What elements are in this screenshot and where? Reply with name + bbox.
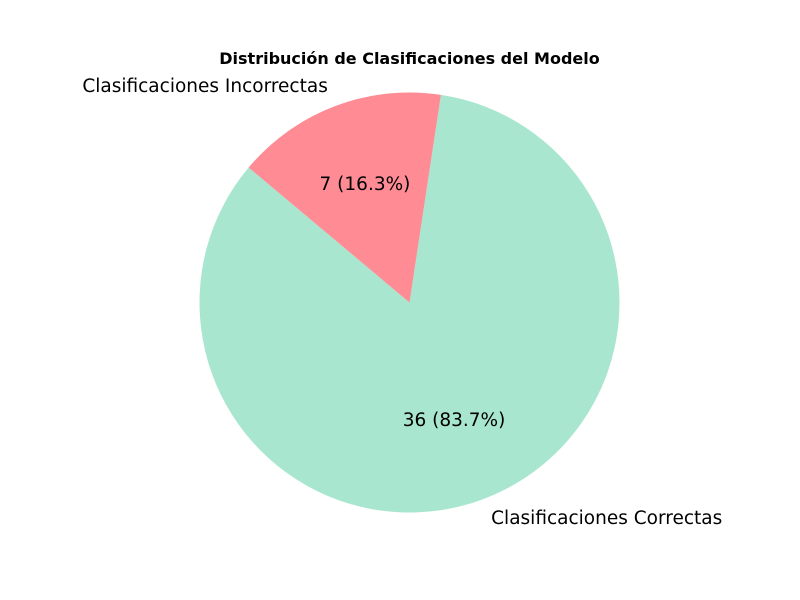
pie-slice-value-label: 36 (83.7%) bbox=[403, 410, 506, 431]
pie-slice-1 bbox=[248, 92, 441, 303]
pie-slice-category-label: Clasificaciones Correctas bbox=[491, 508, 722, 529]
pie-slice-value-label: 7 (16.3%) bbox=[320, 174, 411, 195]
pie-slices bbox=[199, 92, 620, 513]
pie-slice-category-label: Clasificaciones Incorrectas bbox=[82, 76, 328, 97]
pie-slice-0 bbox=[199, 94, 620, 513]
pie-labels: 36 (83.7%) Clasificaciones Correctas 7 (16… bbox=[82, 76, 722, 529]
chart-title: Distribución de Clasificaciones del Mode… bbox=[219, 49, 599, 68]
